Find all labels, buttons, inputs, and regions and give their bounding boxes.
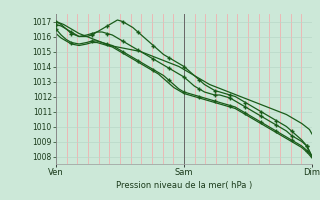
X-axis label: Pression niveau de la mer( hPa ): Pression niveau de la mer( hPa )	[116, 181, 252, 190]
